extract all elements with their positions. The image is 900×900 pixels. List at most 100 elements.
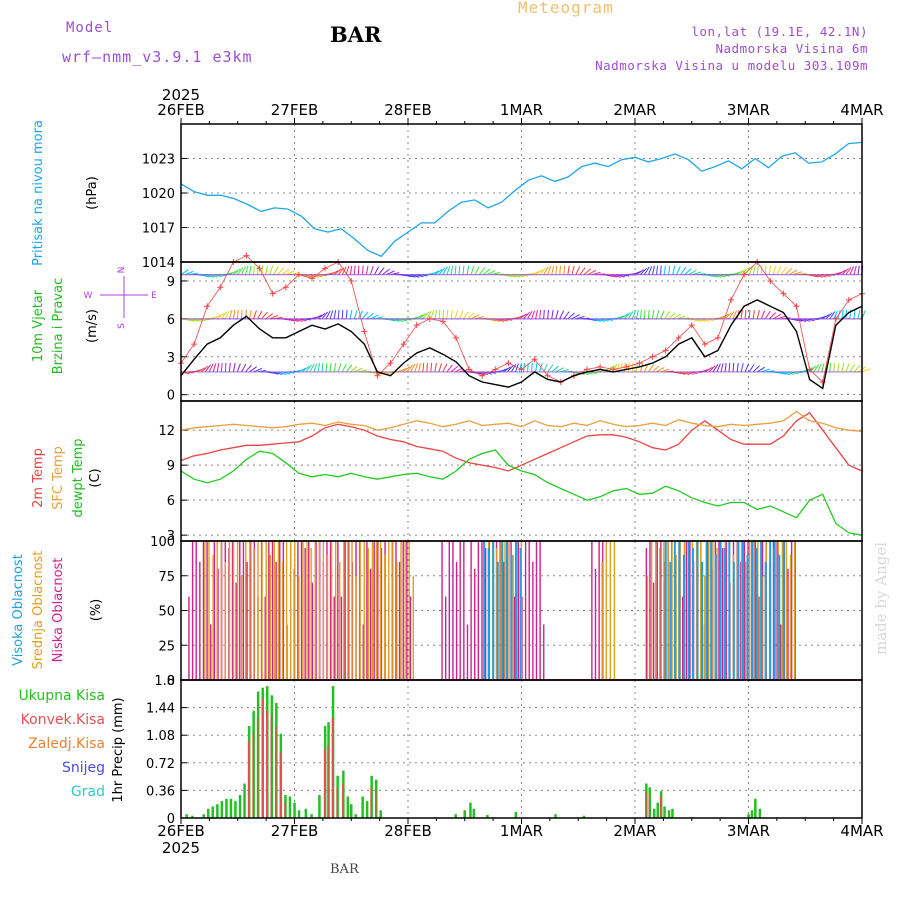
- wind-barb: [204, 364, 212, 373]
- wind-barb: [446, 265, 451, 275]
- pressure-ytick-label: 1017: [142, 222, 175, 237]
- wind-barb: [559, 310, 565, 320]
- precip-bar: [370, 787, 372, 818]
- wind-barb: [712, 364, 719, 373]
- precip-bar: [758, 808, 762, 818]
- wind-barb: [462, 265, 465, 275]
- precip-bar: [270, 714, 273, 818]
- wind-barb: [237, 267, 244, 275]
- wind-barb: [281, 268, 290, 276]
- precip-bar: [582, 815, 586, 818]
- precip-bar: [463, 810, 466, 818]
- wind-gust-marker: [256, 265, 263, 272]
- pressure-unit: (hPa): [85, 176, 100, 210]
- wind-barbs: [180, 265, 871, 376]
- wind-barb: [333, 309, 337, 319]
- wind-gust-marker: [662, 347, 669, 354]
- wind-barb: [253, 265, 255, 275]
- wind-barb: [849, 364, 856, 373]
- panel-frame: [180, 679, 863, 819]
- wind-gust-marker: [282, 284, 289, 291]
- wind-barb: [631, 362, 634, 372]
- wind-barb: [507, 364, 514, 373]
- precip-bar: [247, 741, 250, 818]
- wind-barb: [579, 267, 586, 275]
- precip-bar: [288, 796, 292, 818]
- x-tick-label-bottom: 27FEB: [271, 822, 318, 840]
- wind-barb: [567, 312, 575, 320]
- wind-barb: [337, 363, 342, 373]
- wind-barb: [519, 313, 528, 320]
- wind-barb: [200, 365, 209, 373]
- wind-barb: [273, 266, 279, 275]
- wind-ytick-label: 0: [167, 389, 175, 404]
- wind-barb: [228, 362, 231, 372]
- wind-gust-marker: [191, 341, 198, 348]
- wind-barb: [458, 265, 461, 275]
- wind-barb: [249, 366, 258, 373]
- wind-barb: [535, 309, 538, 319]
- wind-barb: [454, 310, 459, 320]
- precip-bar: [216, 804, 219, 818]
- wind-gust-marker: [466, 366, 473, 373]
- x-tick-label-bottom: 3MAR: [727, 822, 770, 840]
- precip-bar: [202, 814, 205, 818]
- wind-barb: [240, 309, 243, 319]
- wind-barb: [503, 366, 512, 373]
- precip-bar: [252, 733, 254, 818]
- wind-barb: [764, 311, 771, 320]
- wind-gust-marker: [845, 296, 852, 303]
- wind-barb: [785, 267, 793, 275]
- wind-gust-marker: [387, 360, 394, 367]
- wind-barb: [354, 367, 363, 373]
- wind-barb: [845, 266, 852, 275]
- wind-barb: [631, 310, 637, 320]
- wind-barb: [244, 265, 249, 275]
- wind-barb: [236, 363, 241, 373]
- x-tick-label-bottom: 28FEB: [384, 822, 431, 840]
- wind-barb: [462, 311, 470, 320]
- wind-barb: [571, 314, 581, 320]
- wind-barb: [780, 266, 787, 275]
- precip-bar: [354, 814, 357, 818]
- wind-barb: [551, 265, 555, 275]
- wind-speed-line: [180, 299, 863, 390]
- wind-barb: [329, 362, 332, 372]
- wind-barb: [361, 311, 369, 320]
- wind-barb: [756, 265, 759, 275]
- wind-barb: [257, 310, 263, 320]
- wind-barb: [845, 363, 850, 373]
- wind-gust-marker: [649, 353, 656, 360]
- lonlat-label: lon,lat (19.1E, 42.1N): [691, 24, 868, 39]
- precip-bar: [379, 810, 382, 818]
- precip-ytick-label: 1.44: [146, 702, 175, 717]
- wind-barb: [651, 309, 655, 319]
- wind-barb: [651, 265, 655, 275]
- wind-barb: [760, 265, 763, 275]
- wind-barb: [228, 310, 233, 320]
- wind-barb: [563, 265, 566, 275]
- cloud-series-1: [204, 541, 796, 680]
- wind-barb: [660, 265, 662, 275]
- wind-barb: [744, 363, 750, 373]
- wind-barb: [216, 312, 225, 320]
- meteogram-title: Meteogram: [518, 0, 614, 17]
- precip-bar: [310, 814, 313, 818]
- precip-bar: [234, 801, 237, 818]
- wind-gust-marker: [348, 277, 355, 284]
- wind-gust-marker: [453, 334, 460, 341]
- wind-barb: [224, 310, 230, 320]
- wind-barb: [232, 363, 236, 373]
- precip-bar: [472, 808, 476, 818]
- precip-bar: [331, 718, 334, 818]
- precip-legend-item: Grad: [71, 784, 105, 800]
- precip-legend-item: Snijeg: [62, 760, 105, 776]
- wind-barb: [853, 309, 856, 319]
- precip-bar: [191, 815, 194, 818]
- precip-bar: [648, 795, 650, 818]
- precip-bar: [211, 806, 214, 818]
- precip-bar: [365, 801, 369, 818]
- wind-barb: [422, 362, 425, 372]
- wind-barb: [547, 364, 554, 373]
- wind-barb: [817, 363, 822, 373]
